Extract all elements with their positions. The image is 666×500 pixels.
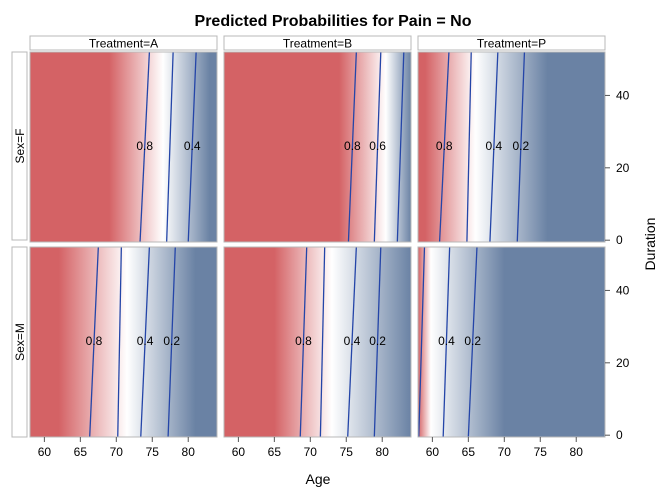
contour-line xyxy=(139,52,151,242)
contour-line xyxy=(347,247,357,437)
contour-line xyxy=(442,247,451,437)
contour-line xyxy=(319,247,326,437)
contour-line xyxy=(373,52,382,242)
x-tick-label: 65 xyxy=(268,445,282,459)
heatmap-fill xyxy=(30,52,217,242)
column-header-treatment-p: Treatment=P xyxy=(477,37,546,51)
x-tick-label: 75 xyxy=(146,445,160,459)
row-header-box-m xyxy=(11,246,28,438)
y-tick-label: 40 xyxy=(616,88,630,102)
contour-label: 0.4 xyxy=(438,334,455,348)
panel-5: 0.8 0.4 0.2 xyxy=(223,246,412,438)
contour-line xyxy=(396,52,405,242)
y-axis-label: Duration xyxy=(642,218,658,271)
contour-label: 0.8 xyxy=(344,139,361,153)
row-header-sex-f: Sex=F xyxy=(13,128,27,163)
x-tick-label: 70 xyxy=(304,445,318,459)
contour-line xyxy=(438,52,450,242)
x-tick-label: 60 xyxy=(38,445,52,459)
contour-line xyxy=(467,247,478,437)
contour-line xyxy=(167,247,176,437)
panel-6: 0.4 0.2 xyxy=(417,246,606,438)
panel-3: 0.8 0.4 0.2 xyxy=(417,51,606,243)
panel-grid: 0.8 0.4 0.8 0.6 0.8 0.4 0.20.8 0.4 0.2 0.8 0.4 0.2 0… xyxy=(29,51,606,438)
x-tick-label: 80 xyxy=(570,445,584,459)
y-tick-label: 0 xyxy=(616,233,623,247)
x-tick-label: 65 xyxy=(462,445,476,459)
contour-line xyxy=(516,52,526,242)
contour-line xyxy=(89,247,99,437)
x-tick-label: 60 xyxy=(426,445,440,459)
contour-label: 0.8 xyxy=(86,334,103,348)
row-header-box-f xyxy=(11,51,28,241)
contour-label: 0.2 xyxy=(369,334,386,348)
contour-line xyxy=(187,52,197,242)
contour-label: 0.2 xyxy=(513,139,530,153)
x-tick-label: 65 xyxy=(74,445,88,459)
x-tick-label: 75 xyxy=(534,445,548,459)
contour-label: 0.4 xyxy=(137,334,154,348)
contour-label: 0.8 xyxy=(136,139,153,153)
contour-line xyxy=(418,247,426,437)
contour-line xyxy=(166,52,174,242)
contour-line xyxy=(347,52,357,242)
y-tick-label: 20 xyxy=(616,356,630,370)
y-tick-label: 20 xyxy=(616,161,630,175)
contour-line xyxy=(140,247,151,437)
panel-border xyxy=(417,51,606,243)
contour-label: 0.6 xyxy=(369,139,386,153)
heatmap-fill xyxy=(30,247,217,437)
contour-line xyxy=(373,247,382,437)
x-tick-label: 80 xyxy=(376,445,390,459)
column-header-treatment-b: Treatment=B xyxy=(283,37,352,51)
column-header-box-a xyxy=(29,35,218,51)
panel-border xyxy=(29,246,218,438)
chart-title: Predicted Probabilities for Pain = No xyxy=(195,13,472,30)
row-header-sex-m: Sex=M xyxy=(13,323,27,361)
contour-label: 0.2 xyxy=(464,334,481,348)
contour-label: 0.4 xyxy=(184,139,201,153)
x-tick-label: 80 xyxy=(182,445,196,459)
panel-border xyxy=(223,246,412,438)
panel-4: 0.8 0.4 0.2 xyxy=(29,246,218,438)
panel-border xyxy=(29,51,218,243)
column-header-box-b xyxy=(223,35,412,51)
panel-border xyxy=(417,246,606,438)
column-header-treatment-a: Treatment=A xyxy=(89,37,158,51)
contour-line xyxy=(117,247,122,437)
panel-border xyxy=(223,51,412,243)
contour-label: 0.8 xyxy=(436,139,453,153)
y-tick-label: 40 xyxy=(616,283,630,297)
heatmap-fill xyxy=(418,52,605,242)
contour-line xyxy=(466,52,472,242)
y-tick-label: 0 xyxy=(616,428,623,442)
panel-2: 0.8 0.6 xyxy=(223,51,412,243)
contour-label: 0.2 xyxy=(163,334,180,348)
column-header-box-p xyxy=(417,35,606,51)
contour-line xyxy=(489,52,499,242)
contour-line xyxy=(299,247,308,437)
x-tick-label: 70 xyxy=(498,445,512,459)
x-tick-label: 60 xyxy=(232,445,246,459)
axes: 60 65 70 75 80 60 65 70 75 80 60 65 70 75 80 0 20 40 0 20 40 xyxy=(38,88,630,459)
contour-label: 0.4 xyxy=(344,334,361,348)
x-tick-label: 70 xyxy=(110,445,124,459)
panel-1: 0.8 0.4 xyxy=(29,51,218,243)
contour-label: 0.4 xyxy=(486,139,503,153)
contour-label: 0.8 xyxy=(295,334,312,348)
x-tick-label: 75 xyxy=(340,445,354,459)
x-axis-label: Age xyxy=(306,471,331,487)
